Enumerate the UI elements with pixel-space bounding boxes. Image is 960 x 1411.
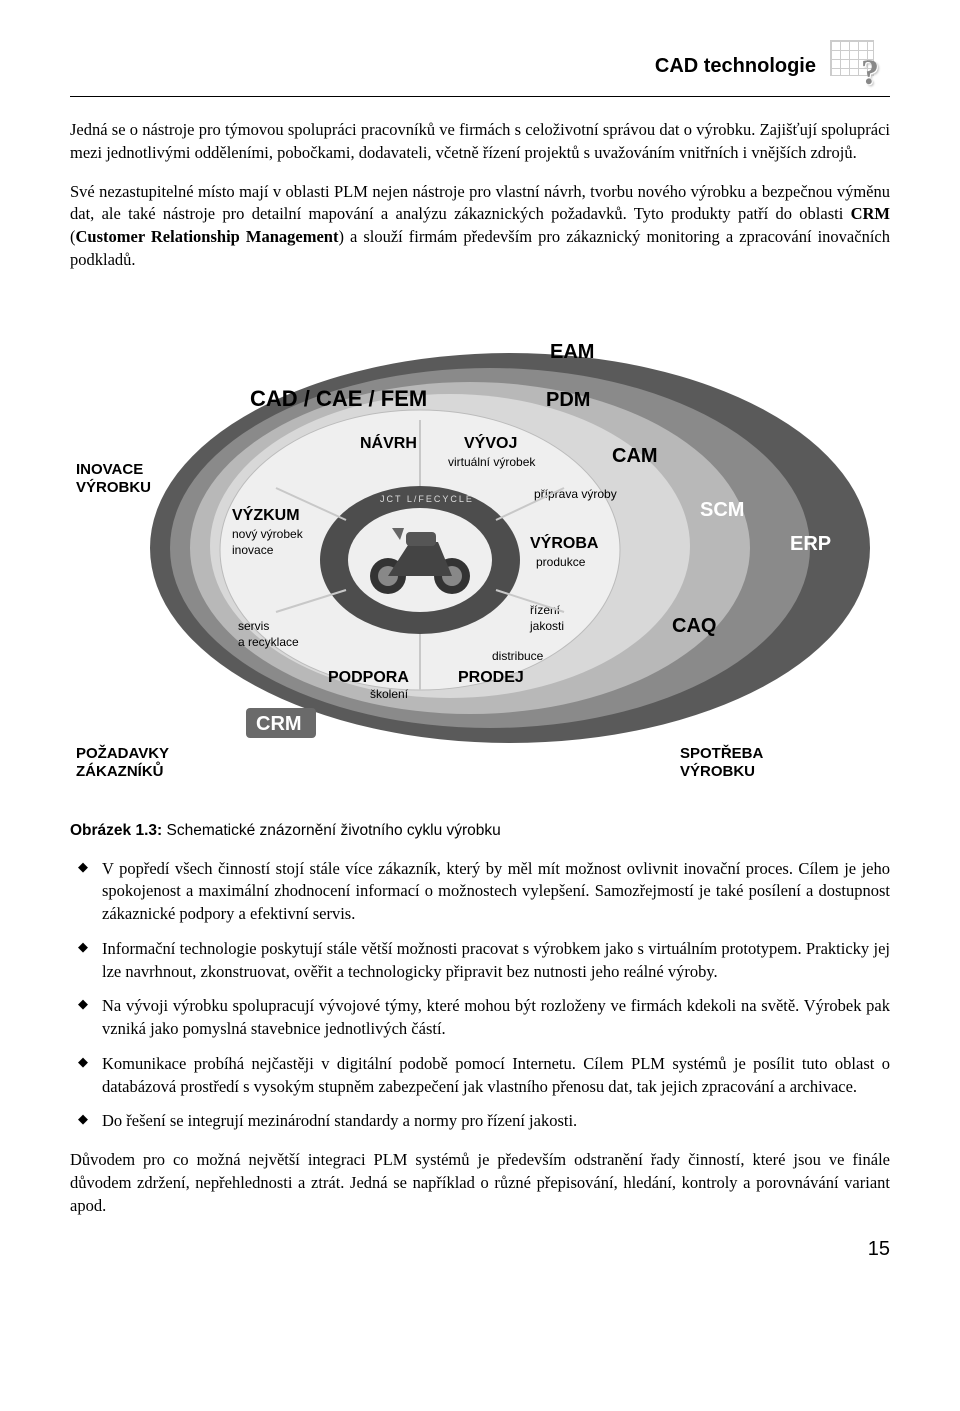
bullet-item: Komunikace probíhá nejčastěji v digitáln… <box>70 1053 890 1099</box>
ring-text-top: JCT L/FECYCLE <box>380 494 474 504</box>
label-vyzkum-sub2: inovace <box>232 543 274 557</box>
label-priprava: příprava výroby <box>534 487 617 501</box>
p2-crm-bold: CRM <box>851 204 890 223</box>
bullet-item: Informační technologie poskytují stále v… <box>70 938 890 984</box>
label-pdm: PDM <box>546 389 590 411</box>
bullet-item: Do řešení se integrují mezinárodní stand… <box>70 1110 890 1133</box>
label-cam: CAM <box>612 445 658 467</box>
label-rizeni-2: jakosti <box>529 619 564 633</box>
bullet-item: Na vývoji výrobku spolupracují vývojové … <box>70 995 890 1041</box>
figure-caption: Obrázek 1.3: Schematické znázornění živo… <box>70 822 890 840</box>
label-vyroba-sub: produkce <box>536 555 586 569</box>
label-prodej: PRODEJ <box>458 669 524 686</box>
outer-pozadavky-1: POŽADAVKY <box>76 744 169 762</box>
page-header: CAD technologie ? <box>70 40 890 97</box>
page-number: 15 <box>70 1238 890 1261</box>
label-vyzkum: VÝZKUM <box>232 505 300 524</box>
outer-spotreba-1: SPOTŘEBA <box>680 744 764 762</box>
outer-spotreba-2: VÝROBKU <box>680 762 755 780</box>
bullet-item: V popředí všech činností stojí stále víc… <box>70 858 890 926</box>
closing-paragraph: Důvodem pro co možná největší integraci … <box>70 1149 890 1217</box>
intro-paragraph-1: Jedná se o nástroje pro týmovou spoluprá… <box>70 119 890 165</box>
label-cad: CAD / CAE / FEM <box>250 386 427 411</box>
bullet-list: V popředí všech činností stojí stále víc… <box>70 858 890 1134</box>
label-navrh: NÁVRH <box>360 433 417 452</box>
label-servis-2: a recyklace <box>238 635 299 649</box>
label-crm: CRM <box>256 713 302 735</box>
lifecycle-diagram: EAM PDM CAD / CAE / FEM CAM SCM ERP CAQ … <box>70 288 890 808</box>
label-vyvoj: VÝVOJ <box>464 433 517 452</box>
p2-part-a: Své nezastupitelné místo mají v oblasti … <box>70 182 890 224</box>
outer-pozadavky-2: ZÁKAZNÍKŮ <box>76 761 164 780</box>
label-vyvoj-sub: virtuální výrobek <box>448 455 536 469</box>
caption-text: Schematické znázornění životního cyklu v… <box>162 822 501 839</box>
header-question-icon: ? <box>830 40 890 92</box>
outer-inovace-2: VÝROBKU <box>76 478 151 496</box>
caption-bold: Obrázek 1.3: <box>70 822 162 839</box>
label-erp: ERP <box>790 533 831 555</box>
label-servis-1: servis <box>238 619 269 633</box>
label-podpora-sub: školení <box>370 687 409 701</box>
label-podpora: PODPORA <box>328 669 409 686</box>
p2-crm-expansion: Customer Relationship Management <box>76 227 339 246</box>
intro-paragraph-2: Své nezastupitelné místo mají v oblasti … <box>70 181 890 272</box>
outer-inovace-1: INOVACE <box>76 461 143 478</box>
label-distribuce: distribuce <box>492 649 544 663</box>
label-eam: EAM <box>550 341 594 363</box>
label-scm: SCM <box>700 499 744 521</box>
label-caq: CAQ <box>672 615 716 637</box>
label-vyroba: VÝROBA <box>530 533 599 552</box>
label-vyzkum-sub1: nový výrobek <box>232 527 304 541</box>
header-title: CAD technologie <box>655 55 816 78</box>
